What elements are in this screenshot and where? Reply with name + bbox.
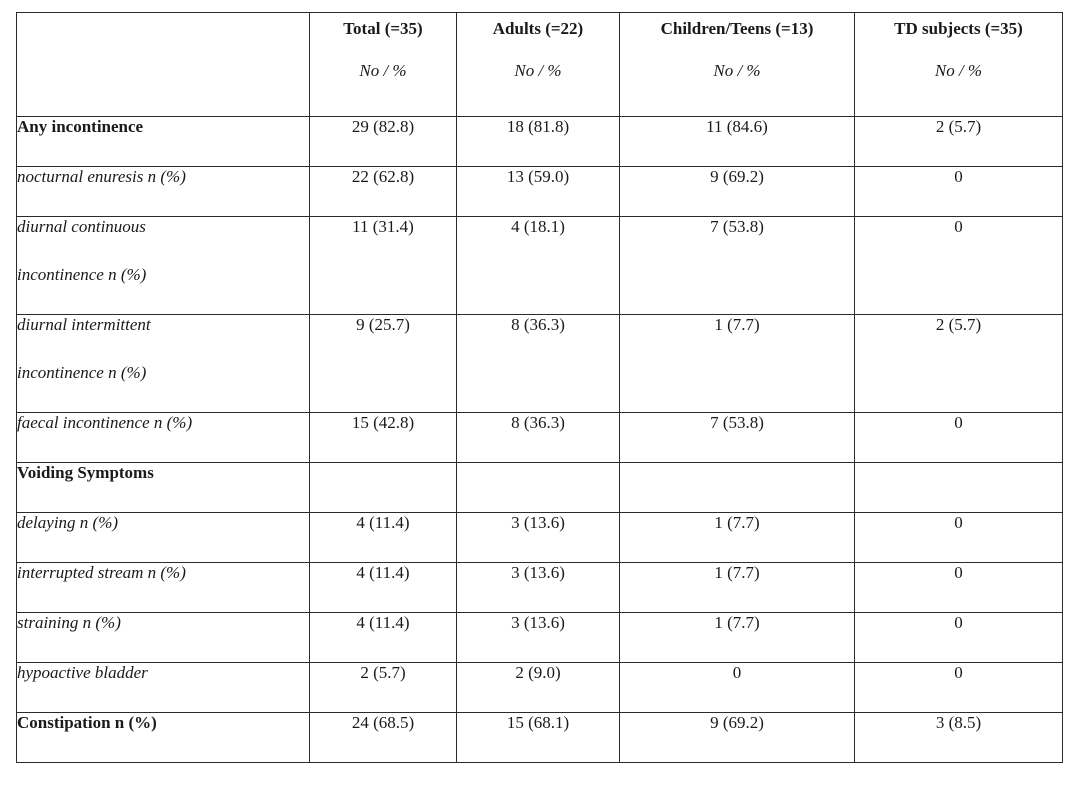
row-label: Constipation n (%) <box>17 713 157 732</box>
row-label: interrupted stream n (%) <box>17 563 186 582</box>
value-cell: 4 (11.4) <box>309 562 457 613</box>
value-cell: 8 (36.3) <box>456 314 620 413</box>
column-subtitle: No / % <box>713 61 761 80</box>
value-cell: 9 (69.2) <box>619 166 855 217</box>
row-label-cell: straining n (%) <box>16 612 310 663</box>
value-cell: 4 (11.4) <box>309 612 457 663</box>
table-row: diurnal intermittent incontinence n (%) 9 … <box>16 314 1063 413</box>
value-cell: 15 (42.8) <box>309 412 457 463</box>
value-cell: 2 (5.7) <box>309 662 457 713</box>
value-cell: 18 (81.8) <box>456 116 620 167</box>
column-subtitle: No / % <box>359 61 407 80</box>
row-label-cell: interrupted stream n (%) <box>16 562 310 613</box>
value-cell: 7 (53.8) <box>619 412 855 463</box>
value-cell: 0 <box>854 412 1063 463</box>
value-cell: 0 <box>854 662 1063 713</box>
value-cell: 3 (8.5) <box>854 712 1063 763</box>
value-cell: 9 (69.2) <box>619 712 855 763</box>
table-row: interrupted stream n (%) 4 (11.4) 3 (13.6)… <box>16 562 1063 613</box>
table-row: hypoactive bladder 2 (5.7) 2 (9.0) 0 0 <box>16 662 1063 713</box>
row-label-cell: faecal incontinence n (%) <box>16 412 310 463</box>
header-cell-adults: Adults (=22) No / % <box>456 12 620 117</box>
value-cell <box>456 462 620 513</box>
row-label: diurnal continuous <box>17 217 146 236</box>
row-label-cell: delaying n (%) <box>16 512 310 563</box>
value-cell: 2 (9.0) <box>456 662 620 713</box>
table-row: Constipation n (%) 24 (68.5) 15 (68.1) 9 (6… <box>16 712 1063 763</box>
column-title: Total (=35) <box>343 19 423 38</box>
table-row: diurnal continuous incontinence n (%) 11 (… <box>16 216 1063 315</box>
row-label: delaying n (%) <box>17 513 119 532</box>
table-row: Voiding Symptoms <box>16 462 1063 513</box>
table-row: faecal incontinence n (%) 15 (42.8) 8 (36.… <box>16 412 1063 463</box>
column-subtitle: No / % <box>934 61 983 80</box>
table-row: delaying n (%) 4 (11.4) 3 (13.6) 1 (7.7) 0 <box>16 512 1063 563</box>
value-cell: 4 (18.1) <box>456 216 620 315</box>
value-cell: 3 (13.6) <box>456 562 620 613</box>
column-title: TD subjects (=35) <box>894 19 1023 38</box>
row-label-cell: Constipation n (%) <box>16 712 310 763</box>
value-cell: 0 <box>619 662 855 713</box>
value-cell: 29 (82.8) <box>309 116 457 167</box>
value-cell: 1 (7.7) <box>619 562 855 613</box>
value-cell: 1 (7.7) <box>619 314 855 413</box>
column-title: Adults (=22) <box>492 19 584 38</box>
value-cell: 0 <box>854 216 1063 315</box>
row-label-cell: diurnal continuous incontinence n (%) <box>16 216 310 315</box>
row-label-cell: Voiding Symptoms <box>16 462 310 513</box>
row-label: straining n (%) <box>17 613 121 632</box>
row-label: faecal incontinence n (%) <box>17 413 193 432</box>
value-cell: 0 <box>854 166 1063 217</box>
value-cell: 2 (5.7) <box>854 314 1063 413</box>
value-cell: 3 (13.6) <box>456 512 620 563</box>
value-cell: 7 (53.8) <box>619 216 855 315</box>
row-label: nocturnal enuresis n (%) <box>17 167 186 186</box>
row-label-cell: Any incontinence <box>16 116 310 167</box>
value-cell: 22 (62.8) <box>309 166 457 217</box>
value-cell: 1 (7.7) <box>619 512 855 563</box>
value-cell: 3 (13.6) <box>456 612 620 663</box>
row-label: incontinence n (%) <box>17 363 147 382</box>
row-label: Any incontinence <box>17 117 144 136</box>
table-body: Any incontinence 29 (82.8) 18 (81.8) 11 (84… <box>16 116 1063 763</box>
value-cell: 11 (84.6) <box>619 116 855 167</box>
table-row: Any incontinence 29 (82.8) 18 (81.8) 11 (84… <box>16 116 1063 167</box>
value-cell: 1 (7.7) <box>619 612 855 663</box>
value-cell: 0 <box>854 612 1063 663</box>
value-cell: 0 <box>854 562 1063 613</box>
row-label: diurnal intermittent <box>17 315 151 334</box>
table-row: nocturnal enuresis n (%) 22 (62.8) 13 (59.… <box>16 166 1063 217</box>
value-cell <box>619 462 855 513</box>
row-label: incontinence n (%) <box>17 265 147 284</box>
row-label: Voiding Symptoms <box>17 463 154 482</box>
table-row: straining n (%) 4 (11.4) 3 (13.6) 1 (7.7) 0 <box>16 612 1063 663</box>
row-label-cell: diurnal intermittent incontinence n (%) <box>16 314 310 413</box>
value-cell: 11 (31.4) <box>309 216 457 315</box>
row-label-cell: hypoactive bladder <box>16 662 310 713</box>
column-subtitle: No / % <box>514 61 562 80</box>
value-cell: 4 (11.4) <box>309 512 457 563</box>
incontinence-table: Total (=35) No / % Adults (=22) No / % C… <box>16 12 1063 763</box>
value-cell: 9 (25.7) <box>309 314 457 413</box>
value-cell: 2 (5.7) <box>854 116 1063 167</box>
header-cell-td-subjects: TD subjects (=35) No / % <box>854 12 1063 117</box>
header-cell-total: Total (=35) No / % <box>309 12 457 117</box>
value-cell: 13 (59.0) <box>456 166 620 217</box>
header-row: Total (=35) No / % Adults (=22) No / % C… <box>16 12 1063 117</box>
row-label-cell: nocturnal enuresis n (%) <box>16 166 310 217</box>
value-cell: 24 (68.5) <box>309 712 457 763</box>
value-cell: 8 (36.3) <box>456 412 620 463</box>
value-cell <box>309 462 457 513</box>
row-label: hypoactive bladder <box>17 663 148 682</box>
header-cell-children-teens: Children/Teens (=13) No / % <box>619 12 855 117</box>
header-cell-empty <box>16 12 310 117</box>
value-cell: 0 <box>854 512 1063 563</box>
value-cell <box>854 462 1063 513</box>
column-title: Children/Teens (=13) <box>660 19 814 38</box>
value-cell: 15 (68.1) <box>456 712 620 763</box>
